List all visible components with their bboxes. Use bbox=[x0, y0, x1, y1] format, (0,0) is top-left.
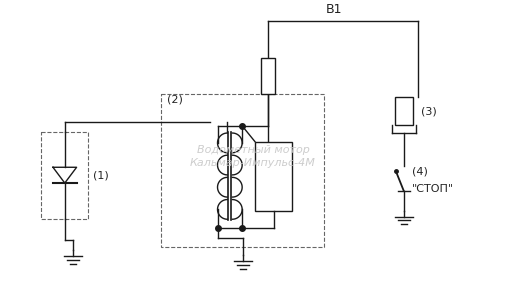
Bar bbox=[161, 94, 323, 247]
Text: Кальмар-Импульс-4М: Кальмар-Импульс-4М bbox=[190, 158, 315, 168]
Bar bbox=[255, 142, 292, 211]
Text: (3): (3) bbox=[420, 106, 435, 116]
Text: "СТОП": "СТОП" bbox=[411, 184, 453, 194]
Text: (1): (1) bbox=[93, 170, 109, 180]
Text: (2): (2) bbox=[167, 94, 183, 104]
Text: Водометный мотор: Водометный мотор bbox=[196, 144, 309, 154]
Bar bbox=[261, 58, 274, 94]
Text: В1: В1 bbox=[325, 4, 341, 17]
Bar bbox=[394, 97, 412, 125]
Bar bbox=[41, 132, 88, 219]
Text: (4): (4) bbox=[411, 166, 427, 176]
